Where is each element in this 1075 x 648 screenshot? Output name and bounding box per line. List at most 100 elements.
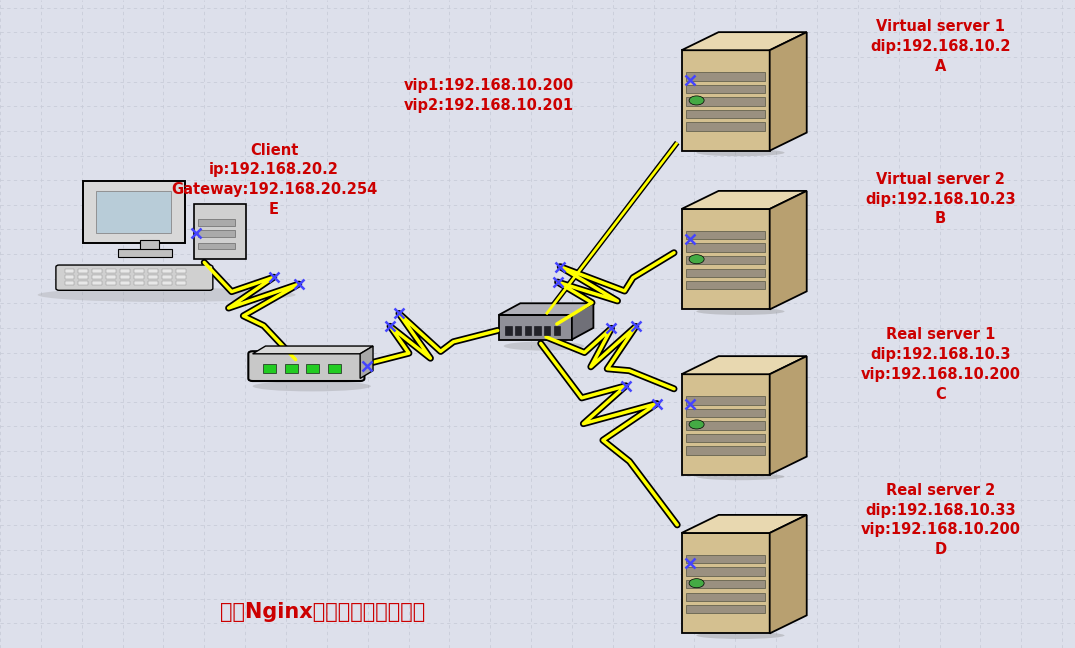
Polygon shape xyxy=(770,191,806,310)
Text: Virtual server 1
dip:192.168.10.2
A: Virtual server 1 dip:192.168.10.2 A xyxy=(871,19,1010,74)
Text: Virtual server 2
dip:192.168.10.23
B: Virtual server 2 dip:192.168.10.23 B xyxy=(865,172,1016,226)
Polygon shape xyxy=(682,209,770,310)
Bar xyxy=(686,580,765,588)
Ellipse shape xyxy=(504,341,584,351)
Bar xyxy=(686,231,765,239)
Bar xyxy=(64,269,74,273)
Bar xyxy=(176,269,186,273)
Circle shape xyxy=(689,579,704,588)
Circle shape xyxy=(689,255,704,264)
Bar xyxy=(686,605,765,614)
Text: Client
ip:192.168.20.2
Gateway:192.168.20.254
E: Client ip:192.168.20.2 Gateway:192.168.2… xyxy=(171,143,377,217)
Bar xyxy=(134,281,144,285)
FancyBboxPatch shape xyxy=(248,351,364,381)
Bar xyxy=(162,275,172,279)
Bar xyxy=(686,434,765,442)
Bar xyxy=(686,568,765,576)
Bar xyxy=(106,275,116,279)
Polygon shape xyxy=(253,346,373,354)
Ellipse shape xyxy=(697,473,785,480)
Bar xyxy=(140,240,159,251)
Bar xyxy=(686,281,765,290)
Bar xyxy=(199,230,235,237)
Bar xyxy=(120,281,130,285)
Polygon shape xyxy=(770,32,806,151)
Polygon shape xyxy=(682,515,806,533)
Bar xyxy=(148,275,158,279)
Bar xyxy=(134,275,144,279)
Bar xyxy=(199,243,235,249)
Bar xyxy=(78,275,88,279)
Bar xyxy=(686,396,765,404)
Bar xyxy=(78,269,88,273)
Bar xyxy=(106,281,116,285)
Polygon shape xyxy=(682,191,806,209)
Bar xyxy=(686,122,765,131)
Text: vip1:192.168.10.200
vip2:192.168.10.201: vip1:192.168.10.200 vip2:192.168.10.201 xyxy=(404,78,574,113)
Bar xyxy=(148,281,158,285)
Bar xyxy=(120,269,130,273)
Bar xyxy=(64,281,74,285)
Bar xyxy=(328,364,341,373)
Bar xyxy=(505,326,512,335)
Bar xyxy=(148,269,158,273)
FancyBboxPatch shape xyxy=(56,265,213,290)
Ellipse shape xyxy=(253,381,371,391)
Polygon shape xyxy=(682,533,770,634)
Polygon shape xyxy=(572,303,593,340)
Bar xyxy=(686,110,765,118)
Bar xyxy=(78,281,88,285)
Bar xyxy=(306,364,319,373)
Bar xyxy=(194,204,245,259)
Ellipse shape xyxy=(38,288,296,302)
Polygon shape xyxy=(770,515,806,634)
Circle shape xyxy=(689,96,704,105)
Polygon shape xyxy=(682,356,806,375)
Bar xyxy=(515,326,521,335)
Bar xyxy=(534,326,541,335)
Polygon shape xyxy=(499,303,593,315)
Bar xyxy=(92,281,102,285)
Ellipse shape xyxy=(697,308,785,315)
Bar xyxy=(686,555,765,563)
Bar xyxy=(118,249,172,257)
Text: Real server 1
dip:192.168.10.3
vip:192.168.10.200
C: Real server 1 dip:192.168.10.3 vip:192.1… xyxy=(861,327,1020,402)
Bar xyxy=(686,244,765,252)
Bar xyxy=(686,72,765,80)
Bar xyxy=(162,281,172,285)
Bar xyxy=(162,269,172,273)
Bar xyxy=(686,446,765,455)
Polygon shape xyxy=(499,315,572,340)
Text: Real server 2
dip:192.168.10.33
vip:192.168.10.200
D: Real server 2 dip:192.168.10.33 vip:192.… xyxy=(861,483,1020,557)
Bar xyxy=(525,326,531,335)
Bar xyxy=(176,275,186,279)
Bar xyxy=(686,592,765,601)
Bar xyxy=(686,85,765,93)
Bar xyxy=(686,256,765,264)
Bar xyxy=(97,191,172,233)
Bar xyxy=(92,269,102,273)
Bar xyxy=(686,97,765,106)
Polygon shape xyxy=(682,32,806,51)
Bar xyxy=(176,281,186,285)
Bar xyxy=(134,269,144,273)
Bar xyxy=(554,326,560,335)
Bar xyxy=(285,364,298,373)
Ellipse shape xyxy=(697,632,785,639)
Bar xyxy=(106,269,116,273)
Polygon shape xyxy=(770,356,806,474)
Ellipse shape xyxy=(697,149,785,156)
Polygon shape xyxy=(682,375,770,474)
Circle shape xyxy=(689,420,704,429)
Polygon shape xyxy=(360,346,373,378)
Bar xyxy=(686,409,765,417)
Bar xyxy=(263,364,276,373)
Text: 双主Nginx高可用负载均衡集群: 双主Nginx高可用负载均衡集群 xyxy=(220,603,425,622)
Bar xyxy=(92,275,102,279)
Bar xyxy=(84,181,186,243)
Bar xyxy=(64,275,74,279)
Bar xyxy=(544,326,550,335)
Polygon shape xyxy=(682,51,770,151)
Bar xyxy=(686,268,765,277)
Bar xyxy=(199,219,235,226)
